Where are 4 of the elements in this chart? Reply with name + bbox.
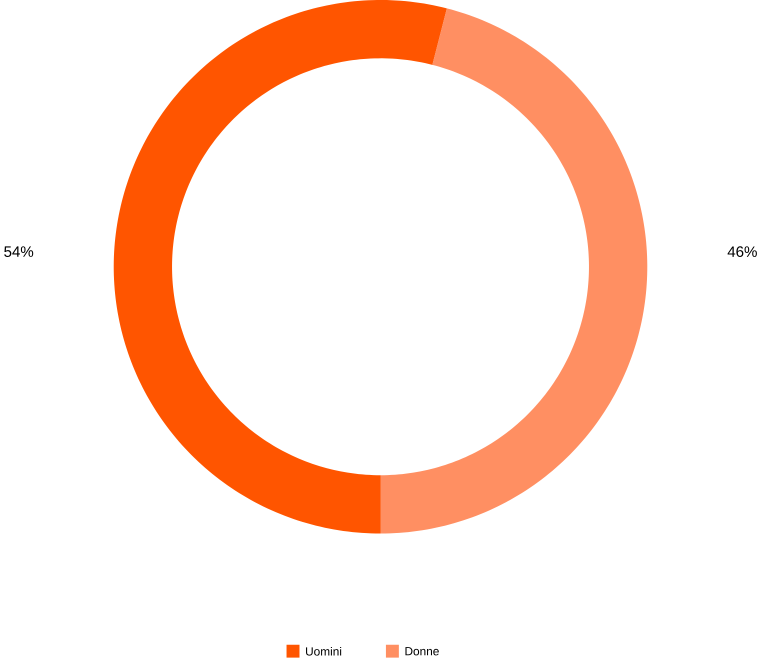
legend-label: Donne — [405, 647, 439, 656]
legend-label: Uomini — [306, 647, 342, 656]
data-label: 46% — [728, 246, 757, 258]
data-label: 54% — [4, 246, 34, 258]
